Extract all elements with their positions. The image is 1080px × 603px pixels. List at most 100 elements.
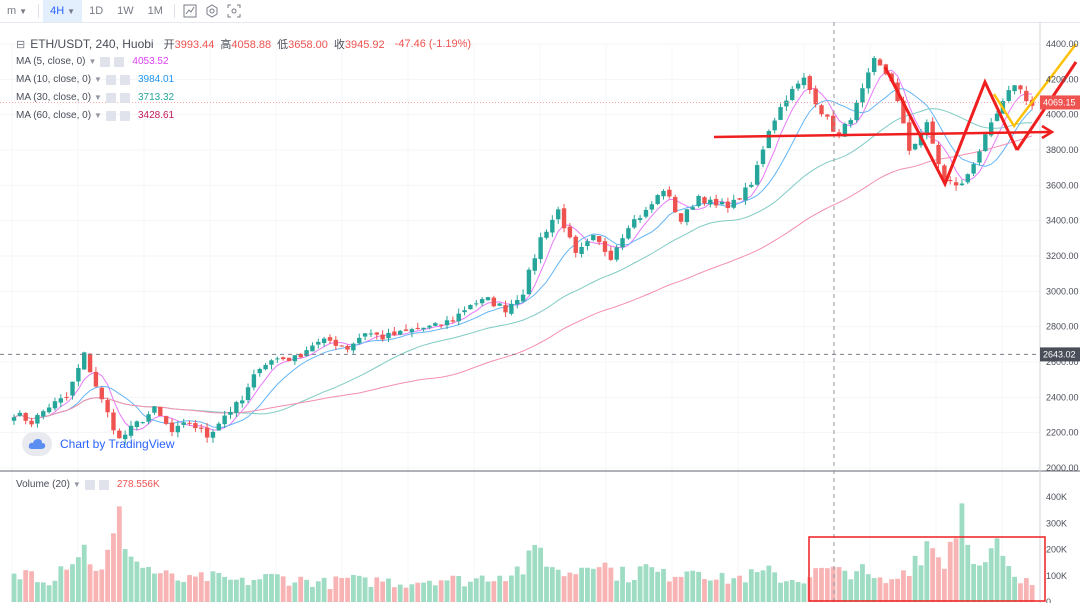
candle-body — [538, 237, 543, 260]
candle-body — [602, 241, 608, 252]
settings-icon[interactable] — [100, 56, 111, 67]
candle-body — [866, 72, 871, 89]
volume-bar — [661, 568, 666, 602]
volume-bar — [965, 544, 971, 602]
volume-tick-label: 0 — [1046, 597, 1051, 603]
candle-body — [70, 381, 75, 396]
candle-body — [210, 431, 216, 438]
price-tick-label: 2000.00 — [1046, 463, 1079, 473]
chart-type-icon[interactable] — [179, 0, 201, 22]
volume-bar — [81, 544, 87, 602]
candle-body — [193, 423, 198, 429]
candle-body — [456, 313, 461, 322]
settings-icon[interactable] — [105, 92, 116, 103]
cloud-icon — [22, 432, 52, 456]
interval-m-button[interactable]: m ▼ — [0, 0, 34, 22]
candle-body — [228, 411, 233, 415]
close-icon[interactable] — [119, 92, 130, 103]
settings-icon[interactable] — [105, 74, 116, 85]
candle-body — [819, 105, 824, 115]
volume-bar — [883, 583, 889, 602]
tradingview-watermark[interactable]: Chart by TradingView — [22, 432, 175, 456]
volume-bar — [228, 579, 233, 602]
ma10-line — [13, 88, 1033, 429]
candle-body — [977, 151, 982, 163]
candle-body — [544, 231, 549, 238]
chevron-down-icon[interactable]: ▼ — [94, 111, 102, 120]
volume-bar — [678, 576, 684, 602]
candle-body — [655, 195, 660, 205]
volume-bar — [912, 555, 918, 602]
settings-icon[interactable] — [201, 0, 223, 22]
candle-body — [1018, 85, 1023, 90]
candle-body — [58, 398, 64, 403]
volume-bar — [982, 562, 988, 602]
chevron-down-icon[interactable]: ▼ — [94, 93, 102, 102]
volume-bar — [631, 579, 637, 602]
candle-body — [310, 345, 315, 352]
candle-body — [585, 241, 590, 247]
volume-bar — [450, 575, 456, 602]
close-icon[interactable] — [98, 479, 109, 490]
volume-bar — [906, 576, 912, 602]
crosshair-price-tag — [1040, 347, 1080, 362]
settings-icon[interactable] — [105, 110, 116, 121]
volume-bar — [497, 575, 503, 602]
volume-bar — [427, 580, 432, 602]
volume-bar — [187, 575, 192, 602]
indicator-label: MA (5, close, 0) — [16, 56, 86, 67]
volume-bar — [725, 583, 731, 602]
settings-icon[interactable] — [84, 479, 95, 490]
candle-body — [497, 303, 502, 306]
interval-4h-button[interactable]: 4H ▼ — [43, 0, 83, 22]
volume-bar — [836, 567, 842, 602]
candle-body — [784, 100, 789, 107]
volume-bar — [561, 576, 567, 602]
volume-bar — [848, 579, 854, 602]
candle-body — [936, 144, 941, 165]
interval-1m-button[interactable]: 1M — [141, 0, 170, 22]
volume-bar — [479, 575, 485, 602]
candle-body — [842, 123, 848, 137]
candle-body — [871, 58, 877, 72]
candle-body — [854, 102, 859, 121]
chevron-down-icon[interactable]: ▼ — [72, 480, 81, 489]
volume-bar — [643, 564, 649, 602]
candle-body — [649, 204, 655, 210]
volume-tick-label: 200K — [1046, 545, 1067, 555]
volume-bar — [93, 570, 99, 602]
screenshot-icon[interactable] — [223, 0, 245, 22]
candle-body — [304, 350, 309, 356]
volume-bar — [520, 574, 526, 602]
price-tick-label: 4200.00 — [1046, 74, 1079, 84]
candle-body — [550, 219, 555, 233]
volume-bar — [339, 577, 345, 602]
candle-body — [444, 320, 450, 326]
interval-1d-button[interactable]: 1D — [82, 0, 110, 22]
close-icon[interactable] — [119, 74, 130, 85]
volume-bar — [116, 506, 122, 602]
candle-body — [234, 402, 239, 413]
candle-body — [257, 369, 262, 374]
volume-bar — [421, 582, 426, 602]
chevron-down-icon[interactable]: ▼ — [94, 75, 102, 84]
volume-bar — [292, 582, 298, 602]
price-tick-label: 2800.00 — [1046, 322, 1079, 332]
close-icon[interactable] — [119, 110, 130, 121]
interval-1w-button[interactable]: 1W — [110, 0, 141, 22]
collapse-icon[interactable]: ⊟ — [16, 38, 26, 51]
volume-bar — [789, 580, 795, 602]
volume-bar — [315, 581, 321, 602]
volume-bar — [432, 585, 438, 602]
volume-bar — [310, 586, 315, 602]
close-icon[interactable] — [114, 56, 125, 67]
crosshair-price-label: 2643.02 — [1043, 349, 1076, 359]
volume-bar — [977, 565, 982, 602]
chevron-down-icon[interactable]: ▼ — [88, 57, 97, 66]
volume-bar — [169, 573, 175, 602]
price-chart[interactable]: 4400.00 4200.00 4000.00 3800.00 3600.00 3400.… — [0, 22, 1080, 603]
candle-body — [292, 355, 298, 362]
candle-body — [994, 113, 1000, 121]
volume-bar — [579, 567, 584, 602]
candle-body — [772, 120, 777, 131]
